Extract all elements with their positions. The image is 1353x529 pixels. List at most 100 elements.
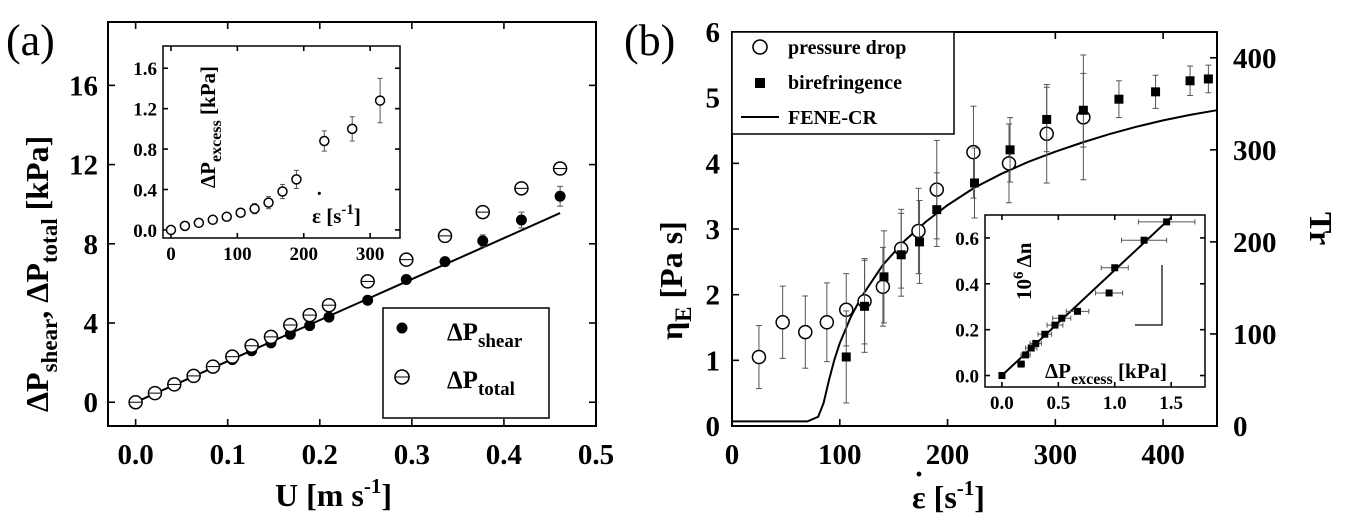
y2-tick-label: 100 [1233, 319, 1277, 351]
data-point-open-circle [911, 223, 926, 239]
data-point-filled-circle [477, 235, 489, 247]
panel-b-inset-data [998, 218, 1196, 380]
panel-b-legend: pressure drop birefringence FENE-CR [731, 31, 955, 135]
data-point-filled-square [932, 205, 942, 215]
panel-b-inset-y-axis-label: 106 Δn [1011, 242, 1036, 300]
panel-b-epsilon-dot: · [914, 458, 924, 491]
x-tick-label: 200 [926, 439, 970, 471]
data-point-open-circle [374, 95, 386, 106]
y2-tick-label: 200 [1233, 227, 1277, 259]
legend-marker-birefringence [755, 78, 765, 88]
data-point-open-circle [875, 279, 891, 295]
data-point-open-circle [966, 144, 981, 160]
y-tick-label: 0.4 [955, 275, 979, 296]
data-point-filled-square [896, 250, 906, 260]
panel-b-right-y-axis-label: Tr [1303, 212, 1339, 245]
data-point-open-circle [179, 220, 191, 232]
data-point-open-circle [165, 224, 177, 236]
y2-tick-label: 400 [1233, 43, 1277, 75]
x-tick-label: 0.2 [302, 439, 338, 471]
panel-a-inset-y-axis-label: ΔPexcess [kPa] [196, 66, 225, 188]
data-point-open-circle [751, 349, 767, 365]
legend-label-pressure-drop: pressure drop [788, 37, 906, 59]
panel-a-label: (a) [6, 16, 55, 65]
y-tick-label: 1 [706, 345, 721, 377]
data-point-open-circle [193, 217, 205, 229]
x-tick-label: 0.4 [486, 439, 522, 471]
y2-tick-label: 0 [1233, 411, 1248, 443]
y-tick-label: 4 [84, 308, 99, 340]
data-point-filled-circle [323, 311, 335, 323]
data-point-filled-square [1017, 360, 1025, 368]
x-tick-label: 0.5 [1046, 393, 1070, 414]
panel-b-data [751, 54, 1213, 404]
y-tick-label: 5 [706, 83, 721, 115]
y-tick-label: 0.6 [955, 229, 979, 250]
y-tick-label: 1.2 [133, 100, 157, 121]
data-point-filled-square [860, 301, 870, 311]
data-point-filled-circle [554, 190, 566, 202]
panel-b-label: (b) [624, 16, 675, 65]
data-point-filled-square [915, 237, 925, 247]
x-tick-label: 0.0 [990, 393, 1014, 414]
data-point-filled-square [1041, 330, 1049, 338]
data-point-open-circle [798, 324, 813, 340]
y-tick-label: 0.8 [133, 140, 157, 161]
data-point-open-circle [249, 203, 260, 214]
panel-a-axes: 0.0 0.1 0.2 0.3 0.4 0.5 0 4 8 12 16 [69, 22, 614, 471]
fit-line [135, 212, 561, 404]
y-tick-label: 0.4 [133, 180, 157, 201]
data-point-open-circle [235, 207, 246, 218]
legend-label-birefringence: birefringence [788, 72, 902, 94]
panel-a-legend: ΔPshear ΔPtotal [382, 307, 550, 419]
data-point-filled-square [1151, 87, 1161, 97]
data-point-filled-square [1051, 321, 1059, 329]
data-point-filled-square [1027, 344, 1035, 352]
y2-tick-label: 300 [1233, 135, 1277, 167]
panel-a-plot-frame [107, 21, 597, 427]
y-tick-label: 6 [706, 17, 721, 49]
x-tick-label: 1.0 [1103, 393, 1127, 414]
data-point-filled-square [1078, 105, 1088, 115]
legend-marker-shear [396, 322, 408, 334]
panel-b-axes: 0 100 200 300 400 0 1 2 3 4 5 6 0 100 200 300 400 [706, 17, 1277, 471]
panel-a-inset-axes: 0 100 200 300 0.0 0.4 0.8 1.2 1.6 [133, 46, 400, 265]
data-point-filled-square [1114, 94, 1124, 104]
legend-label-fene-cr: FENE-CR [788, 107, 877, 129]
data-point-filled-square [1074, 307, 1082, 315]
panel-a-inset-data [165, 77, 386, 236]
data-point-filled-square [1163, 218, 1171, 226]
x-tick-label: 0 [725, 439, 740, 471]
legend-label-total: ΔPtotal [447, 367, 515, 400]
legend-marker-pressure-drop [752, 39, 768, 55]
data-point-filled-square [970, 178, 979, 188]
x-tick-label: 0 [166, 244, 176, 265]
x-tick-label: 100 [818, 439, 862, 471]
panel-b-inset-slope-triangle [1135, 265, 1163, 326]
panel-a-fit-line [135, 212, 561, 404]
data-point-filled-square [1111, 264, 1119, 272]
data-point-filled-square [1058, 314, 1066, 322]
panel-a-y-axis-label: ΔPshear, ΔPtotal [kPa] [19, 136, 62, 412]
y-tick-label: 1.6 [133, 59, 157, 80]
data-point-filled-square [998, 372, 1006, 380]
x-tick-label: 0.1 [210, 439, 246, 471]
data-point-filled-square [1140, 236, 1148, 244]
data-point-open-circle [263, 197, 274, 208]
y-tick-label: 0 [706, 411, 721, 443]
panel-a-legend-box [382, 307, 550, 419]
panel-b-inset-axes: 0.0 0.5 1.0 1.5 0.0 0.2 0.4 0.6 [955, 215, 1205, 414]
data-point-open-circle [775, 314, 790, 330]
panel-a-x-axis-label: U [m s-1] [275, 474, 392, 513]
data-point-filled-square [1185, 76, 1195, 86]
x-tick-label: 200 [289, 244, 318, 265]
data-point-open-circle [319, 135, 330, 147]
y-tick-label: 2 [706, 280, 721, 312]
panel-a-inset-x-axis-label: ε [s-1] [312, 202, 361, 228]
data-point-filled-circle [304, 320, 316, 332]
panel-b-y-axis-label: ηE [Pa s] [653, 221, 696, 340]
data-point-filled-square [1032, 339, 1040, 347]
